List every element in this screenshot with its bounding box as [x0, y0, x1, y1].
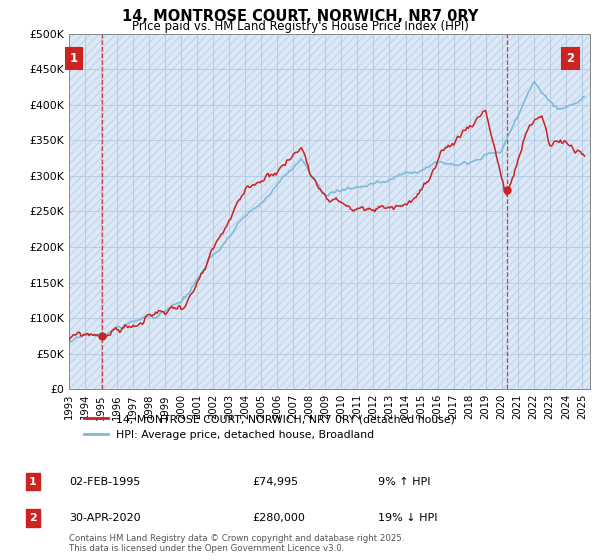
Text: Price paid vs. HM Land Registry's House Price Index (HPI): Price paid vs. HM Land Registry's House …: [131, 20, 469, 32]
Text: £74,995: £74,995: [252, 477, 298, 487]
Text: 2: 2: [566, 52, 575, 65]
Text: £280,000: £280,000: [252, 513, 305, 523]
Text: 30-APR-2020: 30-APR-2020: [69, 513, 140, 523]
Text: Contains HM Land Registry data © Crown copyright and database right 2025.
This d: Contains HM Land Registry data © Crown c…: [69, 534, 404, 553]
Text: 1: 1: [29, 477, 37, 487]
Text: 19% ↓ HPI: 19% ↓ HPI: [378, 513, 437, 523]
Text: 14, MONTROSE COURT, NORWICH, NR7 0RY: 14, MONTROSE COURT, NORWICH, NR7 0RY: [122, 9, 478, 24]
Legend: 14, MONTROSE COURT, NORWICH, NR7 0RY (detached house), HPI: Average price, detac: 14, MONTROSE COURT, NORWICH, NR7 0RY (de…: [80, 409, 460, 445]
Text: 2: 2: [29, 513, 37, 523]
Text: 02-FEB-1995: 02-FEB-1995: [69, 477, 140, 487]
Text: 1: 1: [70, 52, 78, 65]
Text: 9% ↑ HPI: 9% ↑ HPI: [378, 477, 431, 487]
